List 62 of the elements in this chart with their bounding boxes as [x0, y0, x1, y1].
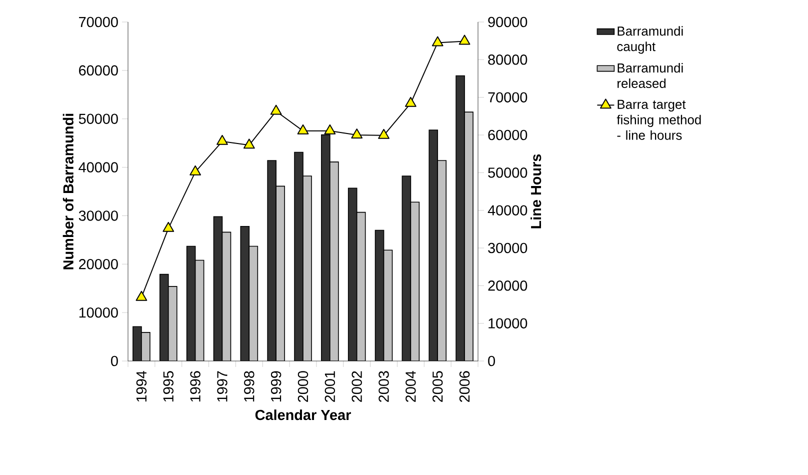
x-tick-label: 2006 — [459, 371, 470, 402]
point — [378, 128, 390, 139]
y2-tick-label: 60000 — [488, 130, 528, 140]
x-tick-label: 2002 — [352, 371, 362, 402]
y2-axis-title: Line Hours — [530, 154, 542, 228]
y-tick-label: 30000 — [78, 210, 118, 221]
x-tick-label: 1995 — [163, 371, 174, 402]
y2-tick-label: 30000 — [488, 242, 528, 254]
point — [458, 34, 470, 45]
bar — [194, 260, 204, 361]
bar — [410, 202, 420, 361]
legend-label: Barramundi caught — [617, 26, 683, 54]
y2-tick-label: 10000 — [488, 318, 528, 328]
bar — [374, 230, 384, 361]
y-tick-label: 0 — [111, 356, 118, 366]
bar — [222, 232, 232, 361]
x-tick-label: 1999 — [270, 371, 282, 402]
point — [351, 128, 363, 139]
x-tick-label: 2001 — [324, 371, 336, 402]
y2-tick-label: 20000 — [488, 280, 528, 291]
bar — [356, 212, 366, 361]
x-tick-label: 1997 — [217, 371, 228, 402]
point — [324, 124, 336, 134]
x-tick-label: 2005 — [432, 371, 443, 402]
y2-tick-label: 70000 — [488, 92, 528, 102]
x-axis-title: Calendar Year — [255, 409, 351, 420]
x-tick-label: 2003 — [378, 371, 389, 402]
bar — [348, 188, 358, 361]
point — [190, 165, 202, 176]
y-tick-label: 60000 — [79, 65, 118, 76]
point — [405, 96, 416, 107]
point — [270, 104, 282, 115]
legend-label: Barramundi released — [618, 63, 683, 88]
bar — [248, 246, 258, 361]
bar — [240, 226, 250, 361]
y-tick-label: 40000 — [78, 162, 118, 172]
x-tick-label: 2000 — [298, 371, 308, 402]
x-tick-label: 1994 — [136, 370, 147, 402]
y2-tick-label: 0 — [488, 356, 495, 366]
legend-label: Barra target fishing method - line hours — [616, 100, 701, 140]
y-tick-label: 70000 — [79, 16, 118, 28]
point — [216, 134, 228, 145]
bar — [383, 250, 393, 361]
x-tick-label: 2004 — [406, 370, 416, 402]
bar — [402, 176, 412, 361]
y-tick-label: 20000 — [79, 259, 118, 270]
point — [162, 222, 174, 232]
point — [243, 138, 255, 149]
y2-tick-label: 90000 — [488, 16, 528, 28]
point — [136, 290, 148, 301]
bar — [213, 216, 223, 361]
y-tick-label: 50000 — [78, 114, 118, 124]
y2-tick-label: 40000 — [488, 205, 528, 216]
y2-tick-label: 80000 — [488, 54, 528, 65]
y-tick-label: 10000 — [79, 307, 118, 318]
y-axis-title: Number of Barramundi — [62, 114, 74, 270]
y2-tick-label: 50000 — [488, 168, 528, 178]
point — [297, 124, 309, 134]
x-tick-label: 1998 — [244, 371, 254, 402]
bar — [186, 246, 196, 361]
x-tick-label: 1996 — [190, 371, 200, 402]
point — [432, 36, 444, 46]
